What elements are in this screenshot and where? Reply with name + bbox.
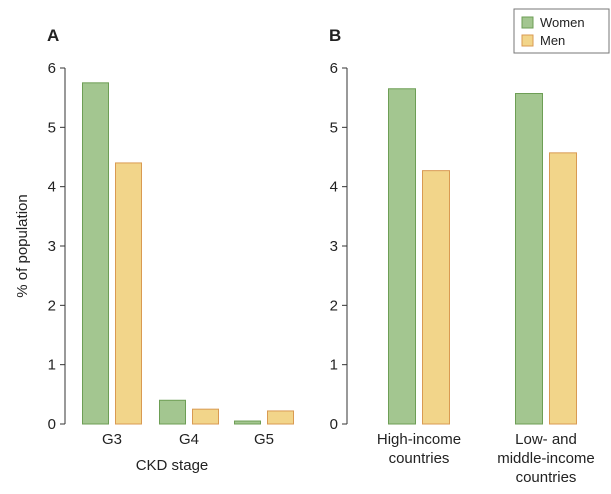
bar-women <box>159 399 186 425</box>
y-tick-label: 3 <box>48 238 56 255</box>
legend-label-women: Women <box>540 15 585 30</box>
legend-label-men: Men <box>540 33 565 48</box>
y-tick-label: 1 <box>330 357 338 374</box>
y-tick-label: 6 <box>330 60 338 77</box>
bar-men <box>192 408 219 425</box>
legend-swatch-men <box>521 34 534 47</box>
panel-letter: B <box>329 26 341 45</box>
legend: Women Men <box>513 8 610 54</box>
y-tick-label: 2 <box>48 297 56 314</box>
x-tick-label: G4 <box>179 431 199 448</box>
x-tick-label: countries <box>389 450 450 467</box>
bar-men <box>422 170 450 425</box>
y-tick-label: 5 <box>48 119 56 136</box>
x-tick-label: countries <box>516 469 577 486</box>
y-tick-label: 0 <box>48 416 56 433</box>
bar-women <box>388 88 416 425</box>
x-tick-label: High-income <box>377 431 461 448</box>
x-axis-title: CKD stage <box>136 457 209 474</box>
y-tick-label: 2 <box>330 297 338 314</box>
y-tick-label: 4 <box>330 179 338 196</box>
bar-women <box>515 93 543 425</box>
x-tick-label: Low- and <box>515 431 577 448</box>
x-tick-label: middle-income <box>497 450 595 467</box>
y-tick-label: 6 <box>48 60 56 77</box>
y-tick-label: 3 <box>330 238 338 255</box>
y-tick-label: 0 <box>330 416 338 433</box>
y-tick-label: 1 <box>48 357 56 374</box>
bar-women <box>234 420 261 425</box>
bar-men <box>115 162 142 425</box>
bar-women <box>82 82 109 425</box>
y-tick-label: 5 <box>330 119 338 136</box>
y-axis-title: % of population <box>14 194 31 297</box>
panel-letter: A <box>47 26 59 45</box>
bar-men <box>267 410 294 425</box>
x-tick-label: G3 <box>102 431 122 448</box>
bar-men <box>549 152 577 425</box>
panel-b: B 0 1 2 3 4 5 6 High-income countries Low- and midd… <box>329 26 595 486</box>
legend-swatch-women <box>521 16 534 29</box>
panel-a: A 0 1 2 3 4 5 6 G3 G4 G5 CKD stage <box>47 26 294 474</box>
x-tick-label: G5 <box>254 431 274 448</box>
y-tick-label: 4 <box>48 179 56 196</box>
